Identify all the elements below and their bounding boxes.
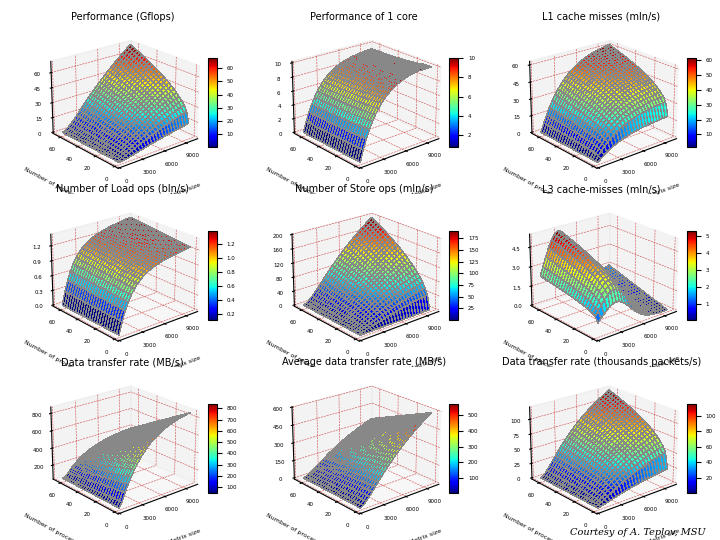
X-axis label: Matrix size: Matrix size	[408, 355, 442, 372]
Text: Courtesy of A. Teplov, MSU: Courtesy of A. Teplov, MSU	[570, 528, 706, 537]
X-axis label: Matrix size: Matrix size	[167, 355, 201, 372]
Y-axis label: Number of processors: Number of processors	[24, 340, 87, 377]
Y-axis label: Number of processors: Number of processors	[265, 340, 328, 377]
Title: L3 cache-misses (mln/s): L3 cache-misses (mln/s)	[542, 184, 661, 194]
Title: Number of Load ops (bln/s): Number of Load ops (bln/s)	[56, 184, 189, 194]
X-axis label: Matrix size: Matrix size	[408, 183, 442, 199]
Title: Performance of 1 core: Performance of 1 core	[310, 11, 418, 22]
Title: Data transfer rate (thousands packets/s): Data transfer rate (thousands packets/s)	[502, 357, 701, 367]
Y-axis label: Number of processors: Number of processors	[24, 167, 87, 204]
Y-axis label: Number of processors: Number of processors	[503, 340, 566, 377]
Y-axis label: Number of processors: Number of processors	[503, 512, 566, 540]
Title: L1 cache misses (mln/s): L1 cache misses (mln/s)	[542, 11, 661, 22]
X-axis label: Matrix size: Matrix size	[167, 528, 201, 540]
X-axis label: Matrix size: Matrix size	[408, 528, 442, 540]
X-axis label: Matrix size: Matrix size	[646, 355, 680, 372]
Y-axis label: Number of processors: Number of processors	[265, 167, 328, 204]
Title: Number of Store ops (mln/s): Number of Store ops (mln/s)	[294, 184, 433, 194]
X-axis label: Matrix size: Matrix size	[646, 528, 680, 540]
Title: Performance (Gflops): Performance (Gflops)	[71, 11, 174, 22]
X-axis label: Matrix size: Matrix size	[646, 183, 680, 199]
X-axis label: Matrix size: Matrix size	[167, 183, 201, 199]
Title: Average data transfer rate (MB/s): Average data transfer rate (MB/s)	[282, 357, 446, 367]
Y-axis label: Number of processors: Number of processors	[503, 167, 566, 204]
Title: Data transfer rate (MB/s): Data transfer rate (MB/s)	[61, 357, 184, 367]
Y-axis label: Number of processors: Number of processors	[265, 512, 328, 540]
Y-axis label: Number of processors: Number of processors	[24, 512, 87, 540]
